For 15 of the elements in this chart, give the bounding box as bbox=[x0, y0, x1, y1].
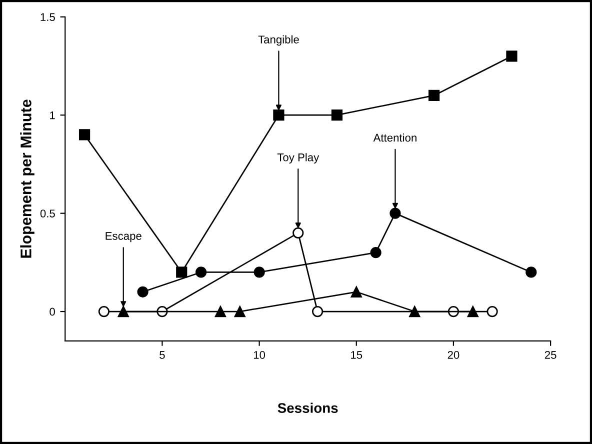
y-tick-label: 1.5 bbox=[40, 13, 55, 22]
x-tick-label: 15 bbox=[351, 351, 362, 359]
y-tick-label: 1 bbox=[50, 111, 55, 120]
x-axis-title: Sessions bbox=[278, 402, 338, 413]
y-tick-label: 0 bbox=[50, 308, 55, 316]
x-tick-label: 5 bbox=[160, 351, 165, 359]
annotation: Attention bbox=[373, 134, 416, 142]
y-tick-label: 0.5 bbox=[40, 210, 55, 218]
annotation: Toy Play bbox=[277, 153, 320, 164]
annotation: Tangible bbox=[258, 35, 299, 46]
x-tick-label: 25 bbox=[544, 351, 556, 359]
x-tick-label: 20 bbox=[448, 351, 460, 359]
annotation: Escape bbox=[106, 232, 142, 242]
x-tick-label: 10 bbox=[254, 351, 266, 359]
y-axis-title: Elopement per Minute bbox=[20, 100, 34, 258]
